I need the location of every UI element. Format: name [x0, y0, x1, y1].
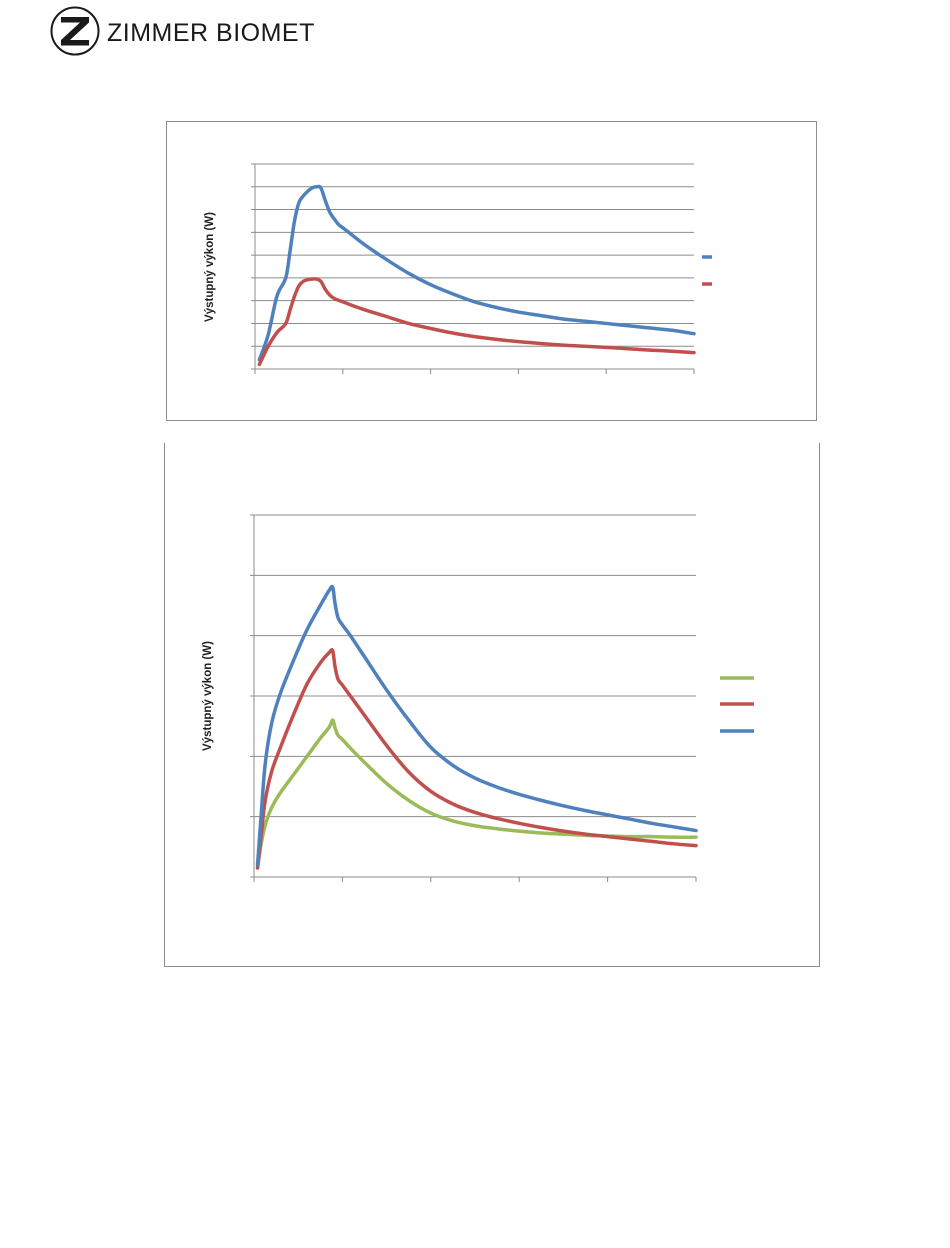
series-line-3	[255, 584, 698, 867]
chart-1: Výstupný výkon (W)	[204, 163, 712, 374]
series-line-2	[257, 277, 696, 367]
series-line-2	[255, 648, 698, 870]
chart-2-frame: Výstupný výkon (W)	[164, 443, 820, 967]
brand-name: ZIMMER BIOMET	[107, 19, 315, 47]
y-axis-label: Výstupný výkon (W)	[202, 641, 214, 751]
series-line-1	[255, 718, 698, 870]
series-line-1	[257, 184, 696, 362]
zimmer-z-logo-icon	[50, 6, 100, 56]
y-axis-label: Výstupný výkon (W)	[204, 212, 216, 322]
brand-logo: ZIMMER BIOMET	[50, 6, 370, 58]
chart-1-frame: Výstupný výkon (W)	[166, 121, 817, 421]
gridlines	[251, 163, 694, 347]
gridlines	[250, 514, 696, 818]
chart-2: Výstupný výkon (W)	[202, 514, 754, 882]
